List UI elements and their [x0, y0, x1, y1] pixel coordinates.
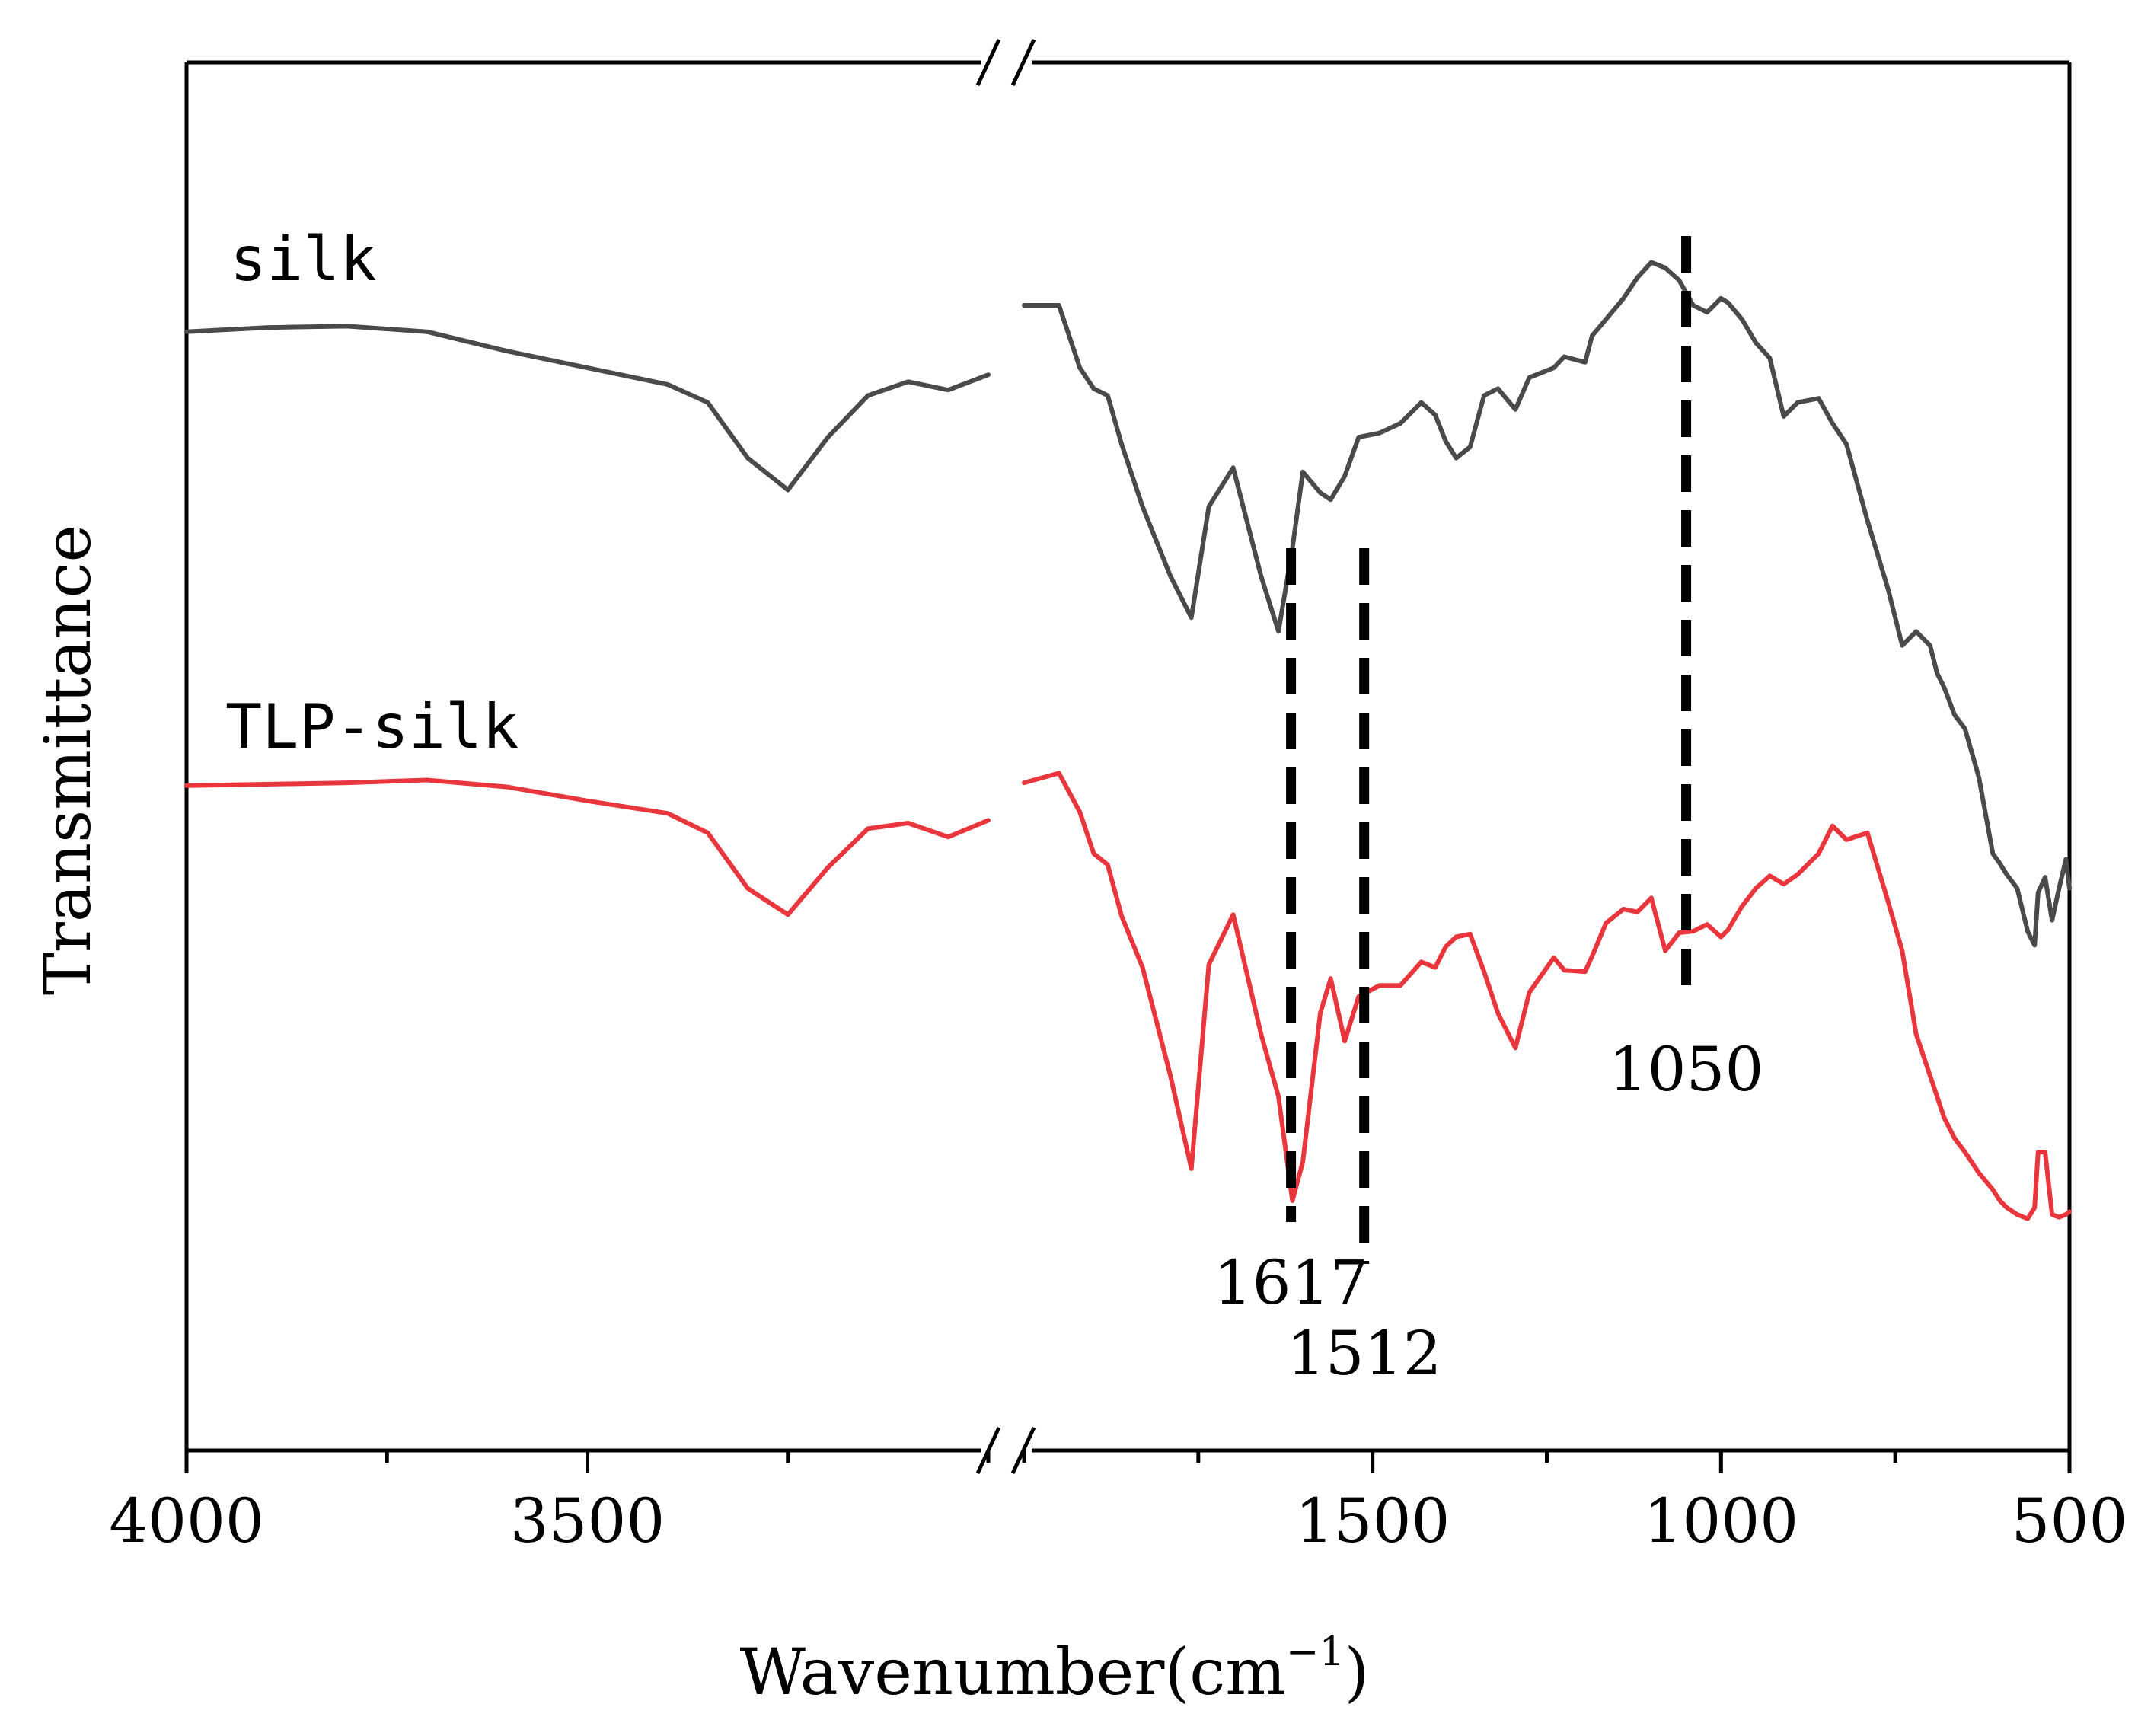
break-mark-top-1	[975, 38, 1001, 87]
y-axis-title: Transmittance	[30, 525, 105, 995]
annotation-label-1050: 1050	[1609, 1034, 1764, 1105]
annotation-label-1512: 1512	[1287, 1318, 1442, 1389]
annotation-label-1617: 1617	[1214, 1247, 1369, 1318]
x-axis-unit-base: cm	[1189, 1635, 1286, 1709]
axis-break-marks	[975, 38, 1036, 1475]
plot-frame	[184, 60, 2072, 1453]
series-line-silk-left	[184, 324, 991, 493]
x-axis-unit-close: )	[1345, 1635, 1370, 1709]
series-layer	[184, 260, 2072, 1221]
x-axis-unit-open: (	[1164, 1635, 1189, 1709]
series-line-silk-right	[1022, 260, 2072, 948]
series-label-silk: silk	[230, 224, 377, 295]
x-tick-label-1000: 1000	[1644, 1485, 1799, 1556]
x-tick-label-500: 500	[2012, 1485, 2128, 1556]
series-line-tlp-silk-right	[1022, 771, 2072, 1221]
series-label-tlp-silk: TLP-silk	[225, 691, 519, 762]
x-tick-label-1500: 1500	[1295, 1485, 1450, 1556]
x-ticks: 4000 3500 1500 1000 500	[109, 1450, 2127, 1556]
break-mark-top-2	[1010, 38, 1036, 87]
x-axis-title-text: Wavenumber	[740, 1635, 1166, 1709]
x-axis-unit-exp: −1	[1286, 1629, 1345, 1675]
x-axis-title: Wavenumber(cm−1)	[740, 1629, 1370, 1709]
x-tick-label-3500: 3500	[510, 1485, 665, 1556]
series-line-tlp-silk-left	[184, 777, 991, 917]
x-tick-label-4000: 4000	[109, 1485, 264, 1556]
